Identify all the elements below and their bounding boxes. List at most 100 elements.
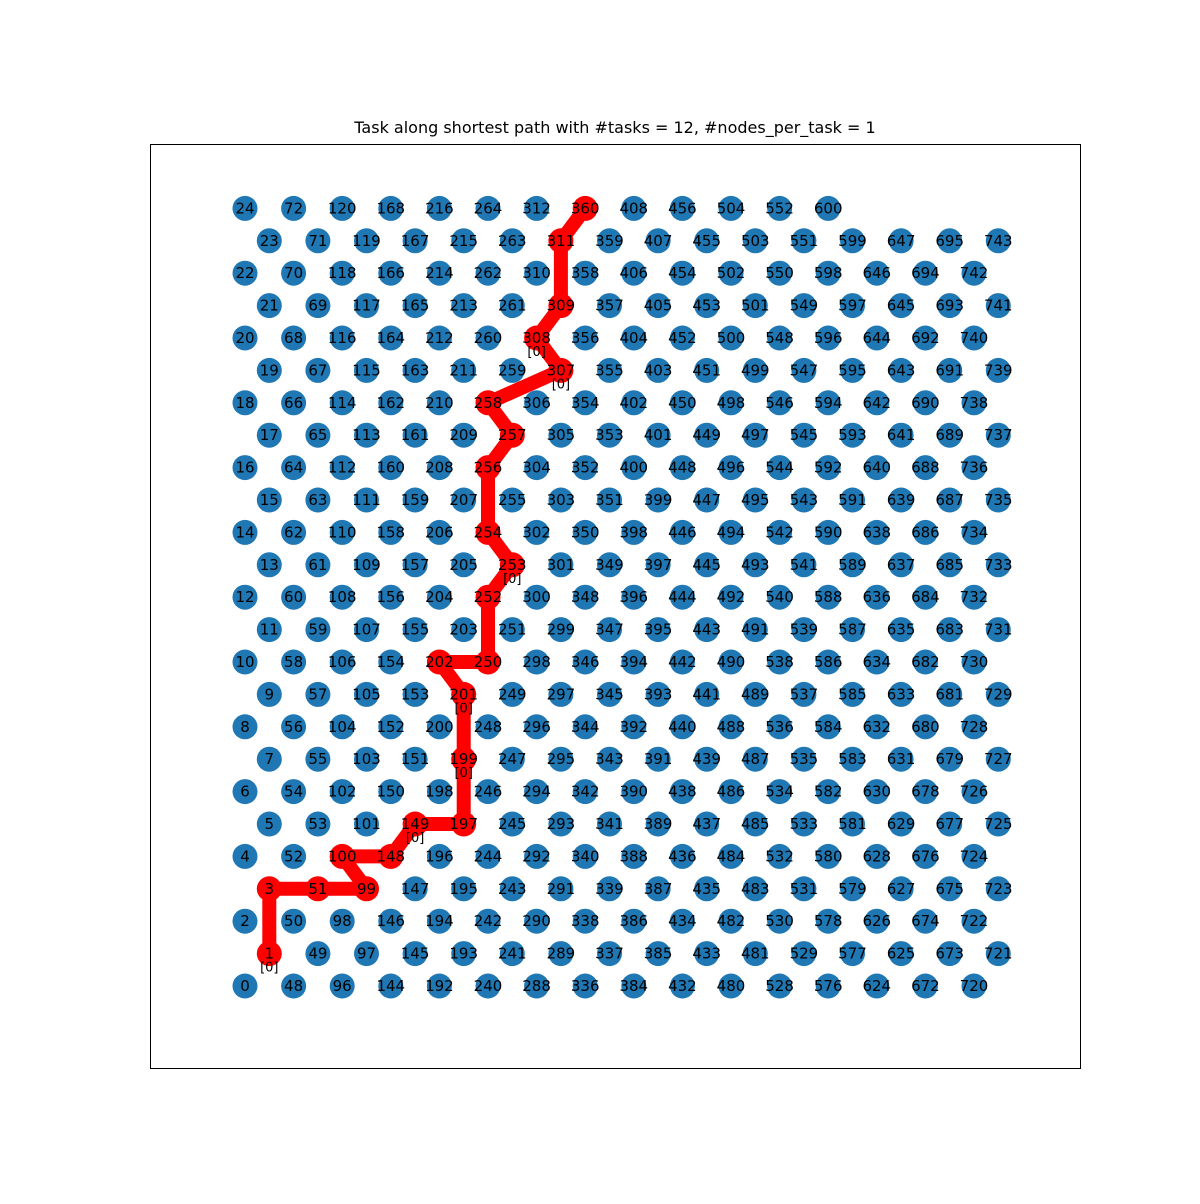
node-label: 642 [862, 394, 891, 412]
graph-node [718, 714, 744, 740]
graph-node [499, 876, 525, 902]
node-label: 480 [717, 977, 746, 995]
graph-node [937, 357, 963, 383]
graph-node [694, 552, 720, 578]
graph-node [451, 617, 477, 643]
node-label: 58 [284, 653, 303, 671]
graph-node [815, 325, 841, 351]
graph-node [718, 779, 744, 805]
graph-node [742, 941, 768, 967]
graph-node [232, 519, 258, 545]
node-label: 687 [935, 491, 964, 509]
graph-node [426, 455, 452, 481]
graph-node [232, 714, 258, 740]
graph-node [912, 455, 938, 481]
graph-node [232, 390, 258, 416]
graph-node [354, 422, 379, 448]
graph-node [548, 746, 574, 772]
node-label: 356 [571, 329, 600, 347]
path-node [305, 876, 331, 902]
node-label: 530 [765, 912, 794, 930]
graph-node [354, 552, 379, 578]
graph-node [669, 779, 695, 805]
node-label: 583 [838, 750, 867, 768]
node-label: 484 [717, 847, 746, 865]
node-label: 582 [814, 783, 843, 801]
graph-node [524, 779, 550, 805]
graph-node [694, 487, 720, 513]
graph-node [840, 617, 865, 643]
node-label: 689 [935, 426, 964, 444]
graph-node [742, 487, 768, 513]
graph-node [281, 195, 307, 221]
node-label: 674 [911, 912, 940, 930]
graph-node [524, 390, 550, 416]
node-label: 636 [862, 588, 891, 606]
graph-node [767, 714, 793, 740]
node-label: 682 [911, 653, 940, 671]
graph-node [912, 325, 938, 351]
node-label: 241 [498, 945, 527, 963]
path-node [426, 649, 452, 675]
graph-node [426, 390, 452, 416]
node-label: 483 [741, 880, 770, 898]
graph-node [961, 843, 987, 869]
node-label: 540 [765, 588, 794, 606]
node-label: 451 [692, 361, 721, 379]
graph-node [572, 390, 598, 416]
graph-node [499, 228, 525, 254]
node-label: 539 [790, 621, 819, 639]
node-label: 206 [425, 523, 454, 541]
graph-node [645, 876, 671, 902]
graph-node [426, 973, 452, 999]
graph-node [767, 390, 793, 416]
node-label: 292 [522, 847, 551, 865]
node-label: 193 [449, 945, 478, 963]
node-label: 301 [547, 556, 576, 574]
node-label: 600 [814, 199, 843, 217]
graph-node [864, 908, 890, 934]
node-label: 441 [692, 685, 721, 703]
node-label: 722 [960, 912, 989, 930]
node-label: 500 [717, 329, 746, 347]
graph-node [767, 843, 793, 869]
graph-node [767, 908, 793, 934]
graph-node [499, 941, 525, 967]
node-label: 115 [352, 361, 381, 379]
node-label: 163 [401, 361, 430, 379]
graph-node [645, 422, 671, 448]
graph-node [451, 487, 477, 513]
node-label: 207 [449, 491, 478, 509]
graph-node [354, 617, 379, 643]
node-label: 546 [765, 394, 794, 412]
node-label: 204 [425, 588, 454, 606]
node-label: 155 [401, 621, 430, 639]
graph-node [597, 941, 622, 967]
graph-node [669, 325, 695, 351]
graph-node [451, 422, 477, 448]
graph-node [426, 843, 452, 869]
graph-node [645, 811, 671, 837]
node-label: 339 [595, 880, 624, 898]
graph-node [256, 487, 282, 513]
node-label: 119 [352, 232, 381, 250]
node-label: 248 [474, 718, 503, 736]
node-label: 351 [595, 491, 624, 509]
graph-node [305, 681, 331, 707]
graph-node [645, 746, 671, 772]
node-label: 343 [595, 750, 624, 768]
node-label: 15 [260, 491, 279, 509]
node-label: 105 [352, 685, 381, 703]
graph-node [791, 487, 817, 513]
node-label: 531 [790, 880, 819, 898]
node-label: 290 [522, 912, 551, 930]
graph-node [572, 455, 598, 481]
task-label: [0] [454, 766, 472, 781]
node-label: 354 [571, 394, 600, 412]
node-label: 387 [644, 880, 673, 898]
graph-node [451, 876, 477, 902]
node-label: 199 [449, 750, 478, 768]
graph-node [329, 519, 355, 545]
node-label: 534 [765, 783, 794, 801]
